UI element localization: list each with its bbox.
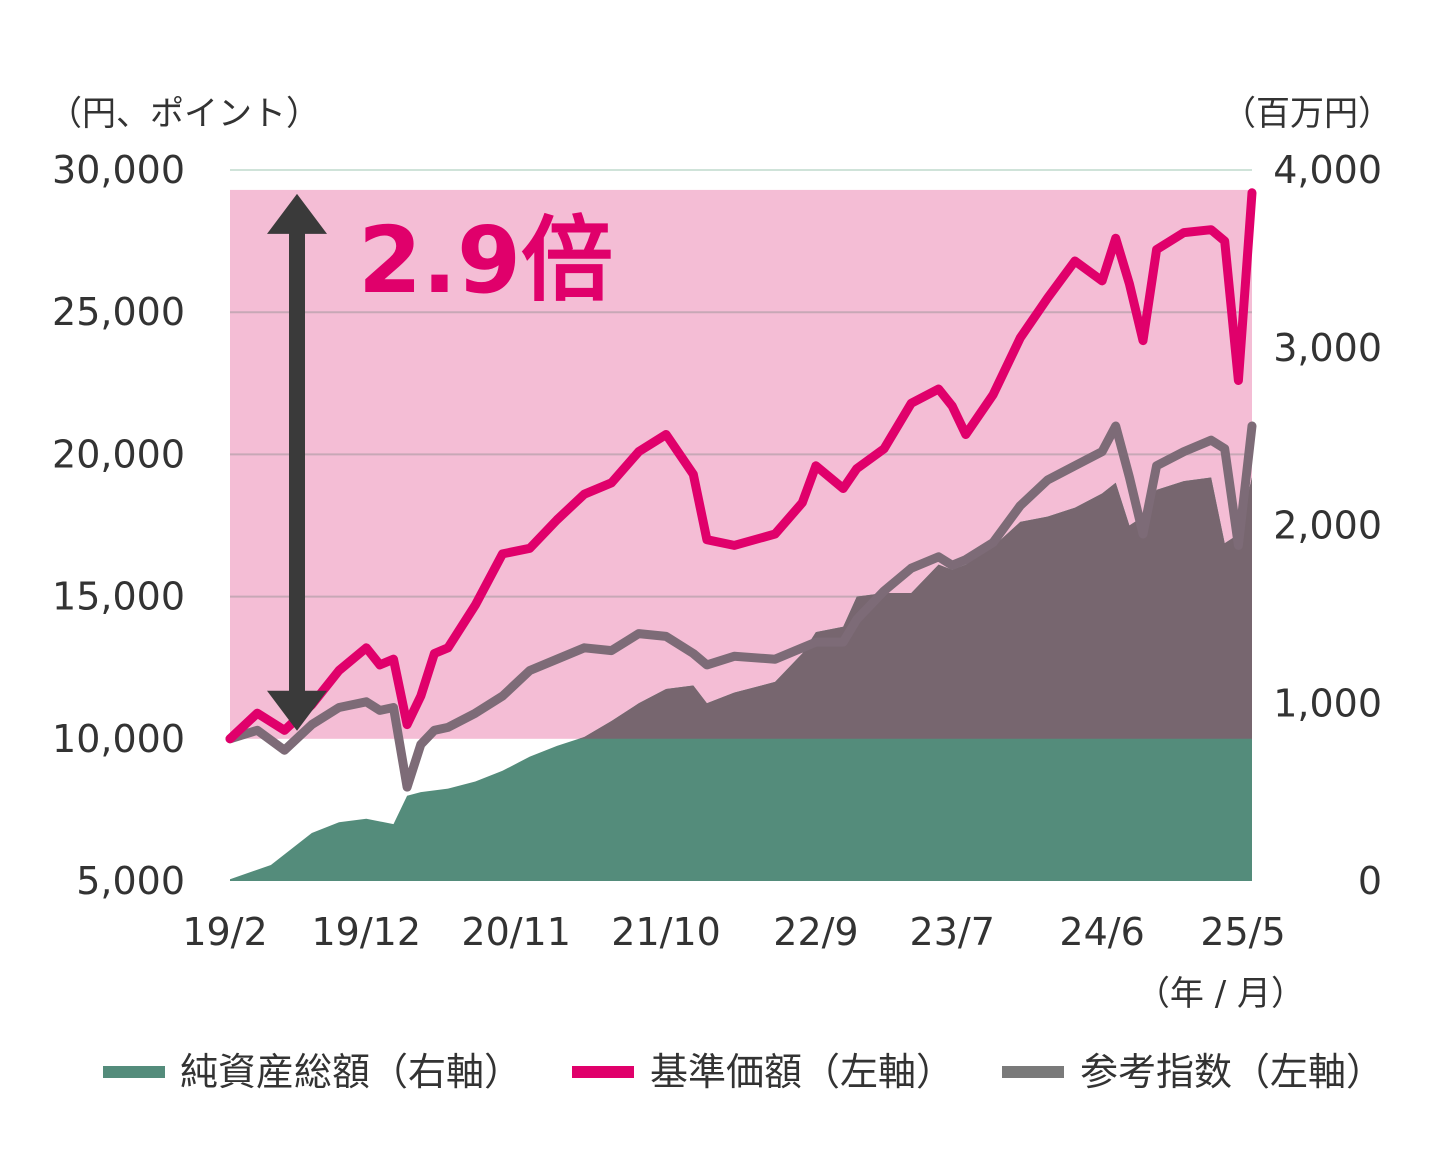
x-tick-label: 25/5 — [1200, 910, 1285, 954]
x-axis-ticks: 19/2 19/12 20/11 21/10 22/9 23/7 24/6 25/5 — [182, 910, 1285, 954]
legend-label-net-assets: 純資産総額（右軸） — [180, 1050, 522, 1094]
left-tick-label: 20,000 — [52, 432, 185, 476]
arrow-head-down — [267, 690, 327, 731]
x-tick-label: 22/9 — [773, 910, 858, 954]
x-axis-unit: （年 / 月） — [1136, 974, 1305, 1014]
x-tick-label: 19/2 — [182, 910, 267, 954]
multiplier-annotation: 2.9倍 — [358, 207, 613, 314]
left-axis-ticks: 30,000 25,000 20,000 15,000 10,000 5,000 — [52, 148, 185, 903]
legend-item-net-assets: 純資産総額（右軸） — [103, 1050, 522, 1094]
x-tick-label: 20/11 — [461, 910, 571, 954]
legend-label-benchmark: 参考指数（左軸） — [1080, 1050, 1384, 1094]
right-tick-label: 4,000 — [1273, 148, 1382, 192]
legend-item-nav: 基準価額（左軸） — [572, 1050, 954, 1094]
nav-line — [225, 188, 1257, 744]
benchmark-line — [225, 421, 1257, 792]
multiplier-arrow — [267, 193, 327, 731]
arrow-shaft — [289, 231, 305, 693]
right-tick-label: 2,000 — [1273, 504, 1382, 548]
left-tick-label: 30,000 — [52, 148, 185, 192]
legend-swatch-nav — [572, 1066, 634, 1078]
x-tick-label: 24/6 — [1059, 910, 1144, 954]
right-axis-ticks: 4,000 3,000 2,000 1,000 0 — [1273, 148, 1382, 903]
right-axis-unit: （百万円） — [1222, 94, 1392, 134]
arrow-head-up — [267, 193, 327, 234]
right-tick-label: 1,000 — [1273, 681, 1382, 725]
line-series-layer — [225, 188, 1257, 792]
net-assets-area-layer — [230, 477, 1252, 881]
net-assets-area-over-band — [578, 477, 1252, 739]
legend-item-benchmark: 参考指数（左軸） — [1002, 1050, 1384, 1094]
left-tick-label: 5,000 — [76, 859, 185, 903]
legend-swatch-net-assets — [103, 1066, 165, 1078]
legend: 純資産総額（右軸） 基準価額（左軸） 参考指数（左軸） — [103, 1050, 1384, 1094]
right-tick-label: 3,000 — [1273, 326, 1382, 370]
left-tick-label: 25,000 — [52, 290, 185, 334]
x-tick-label: 21/10 — [611, 910, 721, 954]
x-tick-label: 19/12 — [312, 910, 422, 954]
right-tick-label: 0 — [1358, 859, 1382, 903]
legend-label-nav: 基準価額（左軸） — [650, 1050, 954, 1094]
legend-swatch-benchmark — [1002, 1066, 1064, 1078]
left-tick-label: 15,000 — [52, 575, 185, 619]
x-tick-label: 23/7 — [910, 910, 995, 954]
left-tick-label: 10,000 — [52, 717, 185, 761]
grid-lines — [230, 169, 1252, 598]
left-axis-unit: （円、ポイント） — [48, 94, 320, 134]
